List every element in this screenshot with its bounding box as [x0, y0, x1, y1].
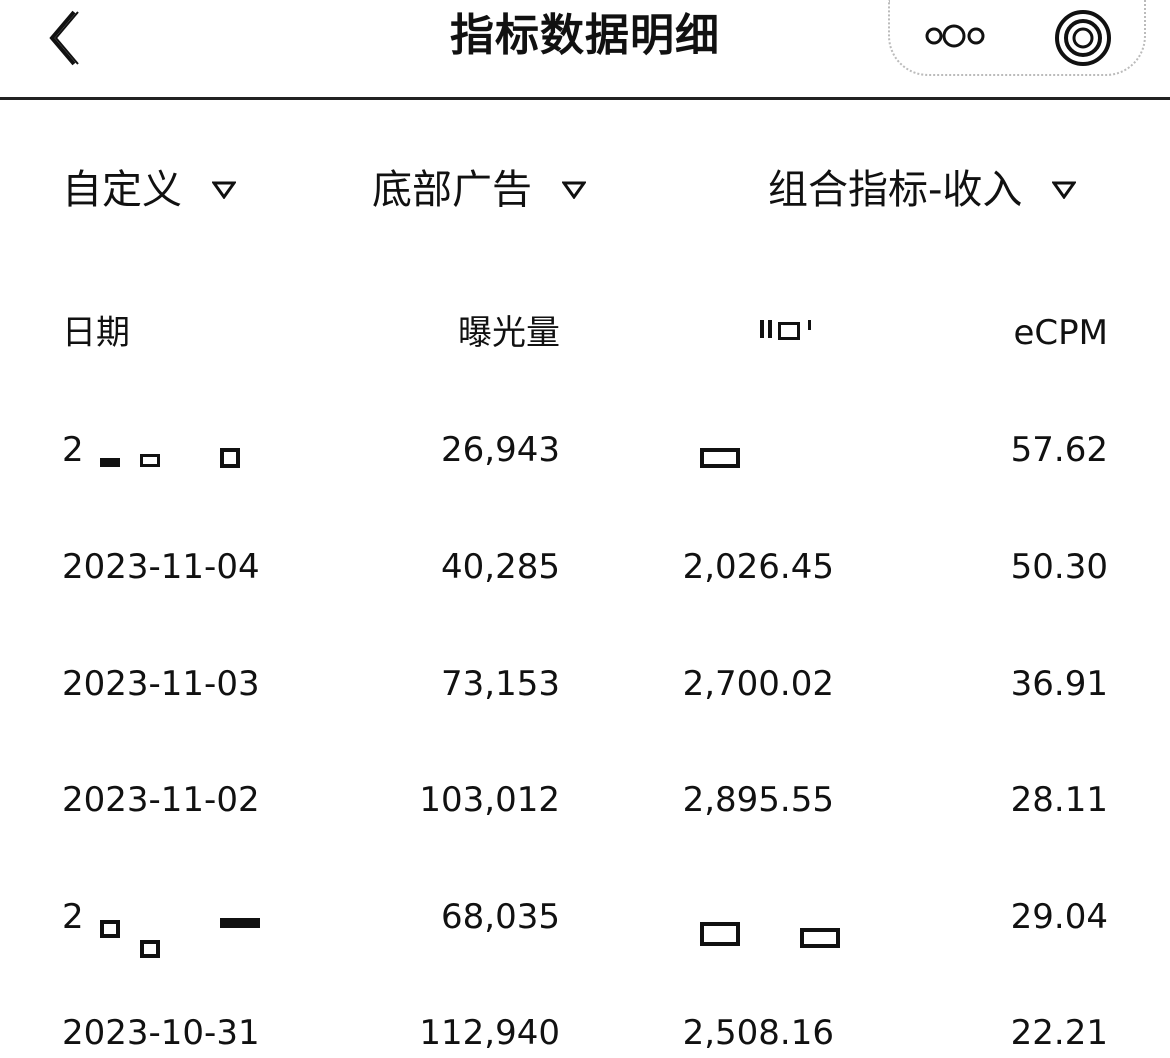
cell-ecpm: 28.11: [1010, 780, 1108, 820]
render-artifact: [100, 458, 120, 467]
target-circle-icon: [1055, 10, 1111, 66]
column-header-ecpm: eCPM: [1013, 313, 1109, 353]
cell-exposure: 73,153: [441, 664, 560, 704]
cell-ecpm: 50.30: [1010, 547, 1108, 587]
cell-exposure: 103,012: [419, 780, 560, 820]
cell-date: 2023-11-03: [62, 664, 260, 704]
cell-income: 2,026.45: [682, 547, 834, 587]
filter-date-range[interactable]: 自定义: [62, 160, 236, 220]
cell-date: 2023-11-02: [62, 780, 260, 820]
cell-ecpm: 29.04: [1010, 897, 1108, 937]
nav-bar: 指标数据明细: [0, 0, 1170, 100]
more-button[interactable]: [920, 16, 992, 56]
cell-ecpm: 36.91: [1010, 664, 1108, 704]
render-artifact: [140, 940, 160, 958]
cell-exposure: 68,035: [441, 897, 560, 937]
cell-exposure: 40,285: [441, 547, 560, 587]
mini-program-capsule: [888, 0, 1146, 76]
cell-date: 2: [62, 897, 84, 937]
render-artifact: [220, 918, 260, 928]
cell-exposure: 26,943: [441, 430, 560, 470]
column-header-date: 日期: [62, 313, 130, 353]
render-artifact: [700, 448, 740, 468]
cell-income: 2,700.02: [682, 664, 834, 704]
chevron-left-icon: [49, 10, 79, 66]
caret-down-icon: [212, 181, 236, 199]
cell-date: 2023-11-04: [62, 547, 260, 587]
back-button[interactable]: [40, 6, 90, 66]
filter-label: 底部广告: [372, 167, 532, 213]
render-artifact: [220, 448, 240, 468]
caret-down-icon: [1052, 181, 1077, 199]
header-glitch: [760, 318, 820, 342]
cell-date: 2023-10-31: [62, 1013, 260, 1053]
cell-ecpm: 22.21: [1010, 1013, 1108, 1053]
render-artifact: [800, 928, 840, 948]
filter-label: 自定义: [62, 167, 182, 213]
cell-income: 2,895.55: [682, 780, 834, 820]
filter-metric[interactable]: 组合指标-收入: [768, 160, 1077, 220]
page-title: 指标数据明细: [450, 10, 720, 61]
cell-ecpm: 57.62: [1010, 430, 1108, 470]
cell-income: 2,508.16: [682, 1013, 834, 1053]
caret-down-icon: [562, 181, 586, 199]
filter-ad-position[interactable]: 底部广告: [372, 160, 586, 220]
close-button[interactable]: [1052, 8, 1114, 68]
column-header-exposure: 曝光量: [458, 313, 560, 353]
render-artifact: [140, 454, 160, 467]
cell-date: 2: [62, 430, 84, 470]
render-artifact: [100, 920, 120, 938]
more-dots-icon: [925, 24, 985, 48]
cell-exposure: 112,940: [419, 1013, 560, 1053]
render-artifact: [700, 922, 740, 946]
filter-label: 组合指标-收入: [768, 167, 1023, 213]
